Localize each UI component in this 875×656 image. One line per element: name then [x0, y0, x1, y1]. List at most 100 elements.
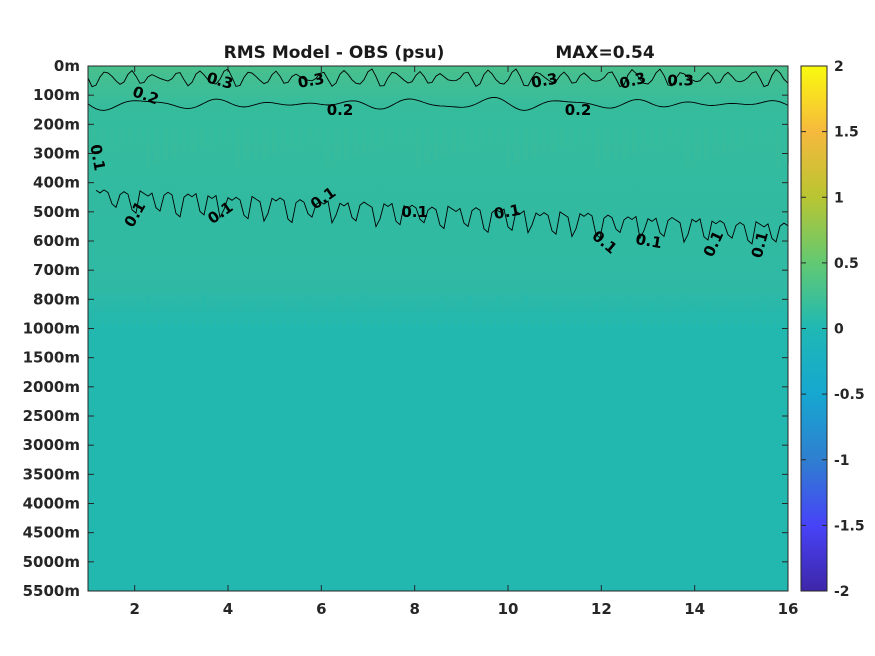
texture-streak: [370, 311, 374, 329]
texture-streak: [335, 128, 339, 164]
texture-streak: [223, 299, 227, 329]
y-tick-label: 4000m: [23, 495, 80, 513]
texture-streak: [173, 128, 177, 158]
texture-streak: [454, 308, 458, 329]
texture-streak: [452, 128, 456, 155]
texture-streak: [677, 128, 681, 140]
texture-streak: [362, 128, 366, 155]
texture-streak: [447, 314, 451, 329]
texture-streak: [425, 128, 429, 164]
texture-streak: [251, 298, 255, 329]
texture-streak: [503, 312, 507, 329]
texture-streak: [328, 301, 332, 329]
texture-streak: [622, 302, 626, 329]
texture-streak: [290, 128, 294, 149]
texture-streak: [281, 128, 285, 152]
x-tick-label: 14: [684, 600, 705, 618]
texture-streak: [153, 313, 157, 329]
texture-streak: [155, 128, 159, 164]
texture-streak: [515, 128, 519, 164]
texture-streak: [119, 128, 123, 146]
contour-line-0.1: [95, 189, 789, 245]
texture-streak: [623, 128, 627, 158]
contour-label: 0.1: [401, 203, 428, 221]
texture-streak: [182, 128, 186, 155]
texture-streak: [608, 314, 612, 329]
texture-streak: [245, 128, 249, 164]
texture-streak: [533, 128, 537, 158]
texture-streak: [713, 316, 717, 329]
texture-streak: [188, 306, 192, 329]
contour-label: 0.3: [296, 69, 325, 91]
texture-streak: [461, 128, 465, 152]
texture-streak: [317, 128, 321, 140]
y-tick-label: 2000m: [23, 378, 80, 396]
texture-streak: [517, 300, 521, 329]
texture-streak: [734, 298, 738, 329]
texture-streak: [713, 128, 717, 158]
texture-streak: [405, 304, 409, 329]
texture-streak: [580, 315, 584, 329]
y-tick-label: 3500m: [23, 465, 80, 483]
texture-streak: [279, 297, 283, 329]
chart-title: RMS Model - OBS (psu): [224, 43, 445, 63]
colorbar-tick-label: 0: [834, 322, 844, 338]
texture-streak: [706, 299, 710, 329]
texture-streak: [371, 128, 375, 152]
texture-streak: [578, 128, 582, 143]
texture-streak: [300, 302, 304, 329]
contour-label: 0.3: [667, 72, 694, 90]
texture-streak: [181, 312, 185, 329]
texture-streak: [419, 315, 423, 329]
texture-streak: [434, 128, 438, 161]
texture-streak: [104, 309, 108, 329]
y-tick-label: 100m: [33, 86, 80, 104]
texture-streak: [191, 128, 195, 152]
texture-streak: [587, 128, 591, 140]
texture-streak: [601, 297, 605, 329]
texture-streak: [160, 307, 164, 329]
colorbar-ticks: 2 1.5 1 0.5 0 -0.5 -1 -1.5 -2: [801, 59, 865, 600]
texture-streak: [218, 128, 222, 143]
texture-streak: [470, 128, 474, 149]
y-tick-label: 700m: [33, 261, 80, 279]
texture-streak: [101, 128, 105, 152]
texture-streak: [538, 305, 542, 329]
texture-streak: [416, 128, 420, 167]
texture-streak: [111, 303, 115, 329]
y-tick-label: 1000m: [23, 320, 80, 338]
texture-streak: [758, 128, 762, 143]
texture-streak: [704, 128, 708, 161]
heatmap-texture: [90, 128, 789, 329]
texture-streak: [720, 310, 724, 329]
colorbar: 2 1.5 1 0.5 0 -0.5 -1 -1.5 -2: [800, 59, 865, 600]
texture-streak: [545, 299, 549, 329]
texture-streak: [272, 303, 276, 329]
texture-streak: [664, 312, 668, 329]
texture-streak: [671, 306, 675, 329]
texture-streak: [384, 299, 388, 329]
texture-streak: [200, 128, 204, 149]
texture-streak: [272, 128, 276, 155]
texture-streak: [657, 295, 661, 329]
texture-streak: [587, 309, 591, 329]
y-tick-label: 5500m: [23, 582, 80, 600]
texture-streak: [426, 309, 430, 329]
texture-streak: [440, 297, 444, 329]
colorbar-tick-label: -1: [834, 453, 850, 469]
texture-streak: [209, 311, 213, 329]
texture-streak: [650, 301, 654, 329]
texture-streak: [542, 128, 546, 155]
contour-label: 0.3: [530, 69, 559, 91]
texture-streak: [314, 313, 318, 329]
texture-streak: [776, 308, 780, 329]
texture-streak: [125, 314, 129, 329]
texture-streak: [506, 128, 510, 167]
texture-streak: [356, 300, 360, 329]
texture-streak: [216, 305, 220, 329]
texture-streak: [566, 304, 570, 329]
texture-streak: [174, 295, 178, 329]
texture-streak: [227, 128, 231, 140]
x-tick-label: 12: [591, 600, 612, 618]
contour-line-0.3: [87, 68, 789, 88]
